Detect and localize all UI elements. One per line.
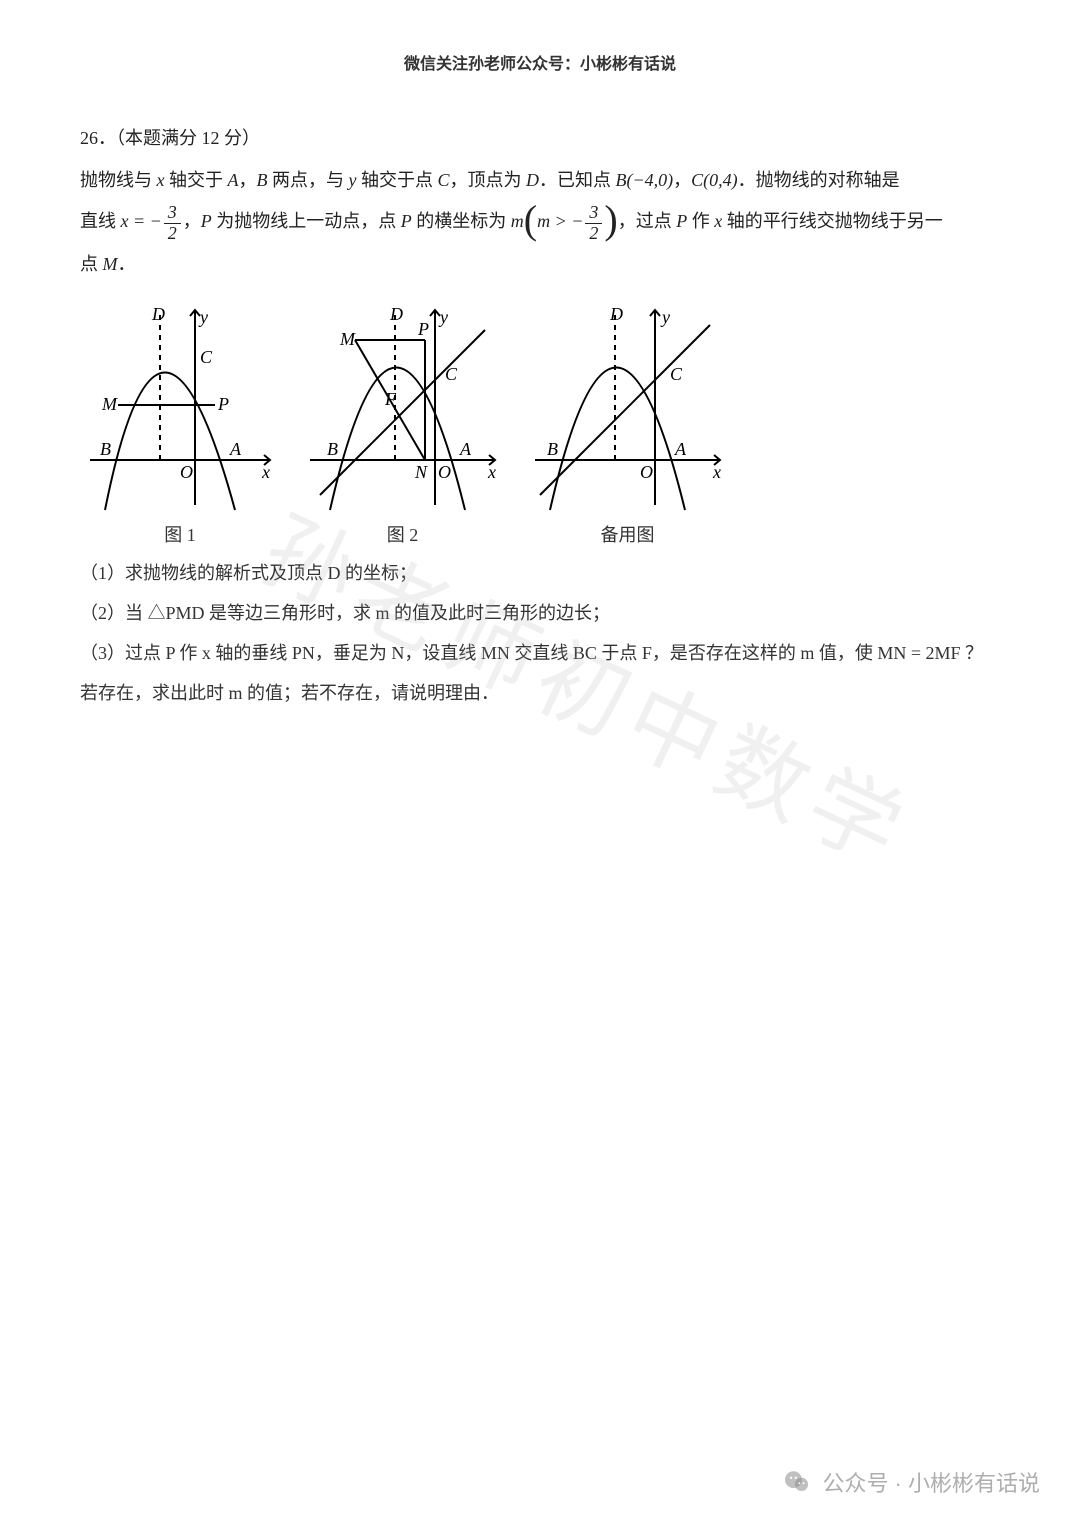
label-M: M [101, 394, 118, 414]
label-y: y [438, 307, 448, 327]
paragraph-3: 点 M． [80, 245, 1000, 285]
denominator: 2 [585, 224, 602, 244]
label-B: B [327, 439, 338, 459]
figure-1-svg: D y C M P B A O x [80, 295, 280, 515]
label-F: F [384, 389, 397, 409]
text: 为抛物线上一动点，点 [212, 211, 401, 231]
label-x: x [487, 462, 496, 482]
label-x: x [712, 462, 721, 482]
question-2: （2）当 △PMD 是等边三角形时，求 m 的值及此时三角形的边长； [80, 595, 1000, 631]
label-B: B [547, 439, 558, 459]
label-A: A [674, 439, 687, 459]
label-B: B [100, 439, 111, 459]
text: 作 [687, 211, 714, 231]
pt-P3: P [676, 211, 687, 231]
text: ．已知点 [539, 170, 616, 190]
label-O: O [180, 462, 193, 482]
label-C: C [445, 364, 458, 384]
label-D: D [609, 304, 623, 324]
question-3a: （3）过点 P 作 x 轴的垂线 PN，垂足为 N，设直线 MN 交直线 BC … [80, 635, 1000, 671]
text: ， [239, 170, 257, 190]
text: 直线 [80, 211, 121, 231]
text: ，顶点为 [450, 170, 527, 190]
pt-B: B [257, 170, 268, 190]
pt-P2: P [401, 211, 412, 231]
var-x2: x = [121, 211, 150, 231]
figures-row: D y C M P B A O x 图 1 [80, 295, 1000, 547]
minus: − [150, 211, 162, 231]
text: 点 [80, 254, 103, 274]
label-A: A [459, 439, 472, 459]
figure-3: D y C B A O x 备用图 [525, 295, 730, 547]
paren-left: ( [524, 204, 537, 236]
fraction-3-2: 32 [164, 203, 181, 244]
problem-number: 26．（本题满分 12 分） [80, 119, 1000, 159]
text: 两点，与 [268, 170, 349, 190]
text: 抛物线与 [80, 170, 157, 190]
pt-A: A [228, 170, 239, 190]
numerator: 3 [585, 203, 602, 224]
pt-P: P [201, 211, 212, 231]
pt-D: D [526, 170, 539, 190]
numerator: 3 [164, 203, 181, 224]
text: 的横坐标为 [412, 211, 511, 231]
paragraph-2: 直线 x = −32，P 为抛物线上一动点，点 P 的横坐标为 m(m > −3… [80, 202, 1000, 243]
coord-C: (0,4) [703, 170, 738, 190]
text: ． [118, 254, 136, 274]
label-P: P [217, 394, 229, 414]
pt-M: M [103, 254, 118, 274]
paragraph-1: 抛物线与 x 轴交于 A，B 两点，与 y 轴交于点 C，顶点为 D．已知点 B… [80, 161, 1000, 201]
footer-watermark: 公众号 · 小彬彬有话说 [782, 1466, 1040, 1498]
figure-2: D y M P C F B N O A x 图 2 [300, 295, 505, 547]
figure-3-caption: 备用图 [525, 521, 730, 547]
var-x: x [157, 170, 165, 190]
paren-right: ) [604, 204, 617, 236]
text: ， [183, 211, 201, 231]
label-y: y [660, 307, 670, 327]
figure-3-svg: D y C B A O x [525, 295, 730, 515]
label-N: N [414, 462, 428, 482]
ineq: m > − [537, 211, 583, 231]
label-C: C [200, 347, 213, 367]
question-3b: 若存在，求出此时 m 的值；若不存在，请说明理由． [80, 675, 1000, 711]
text: 轴的平行线交抛物线于另一 [722, 211, 943, 231]
pt-C2: C [691, 170, 703, 190]
text: ．抛物线的对称轴是 [738, 170, 900, 190]
label-y: y [198, 307, 208, 327]
label-D: D [389, 304, 403, 324]
label-M: M [339, 329, 356, 349]
var-m: m [511, 211, 524, 231]
pt-B2: B [616, 170, 627, 190]
coord-B: (−4,0) [627, 170, 674, 190]
text: ， [673, 170, 691, 190]
pt-C: C [438, 170, 450, 190]
text: ，过点 [618, 211, 677, 231]
label-x: x [261, 462, 270, 482]
footer-text: 公众号 · 小彬彬有话说 [822, 1466, 1040, 1498]
label-D: D [151, 304, 165, 324]
label-O: O [438, 462, 451, 482]
label-P: P [417, 319, 429, 339]
text: 轴交于 [165, 170, 228, 190]
figure-2-svg: D y M P C F B N O A x [300, 295, 505, 515]
label-C: C [670, 364, 683, 384]
text: 轴交于点 [357, 170, 438, 190]
wechat-icon [782, 1467, 812, 1497]
figure-2-caption: 图 2 [300, 521, 505, 547]
header-note: 微信关注孙老师公众号：小彬彬有话说 [80, 50, 1000, 74]
fraction-3-2-b: 32 [585, 203, 602, 244]
figure-1: D y C M P B A O x 图 1 [80, 295, 280, 547]
label-O: O [640, 462, 653, 482]
figure-1-caption: 图 1 [80, 521, 280, 547]
var-y: y [349, 170, 357, 190]
denominator: 2 [164, 224, 181, 244]
question-1: （1）求抛物线的解析式及顶点 D 的坐标； [80, 555, 1000, 591]
label-A: A [229, 439, 242, 459]
